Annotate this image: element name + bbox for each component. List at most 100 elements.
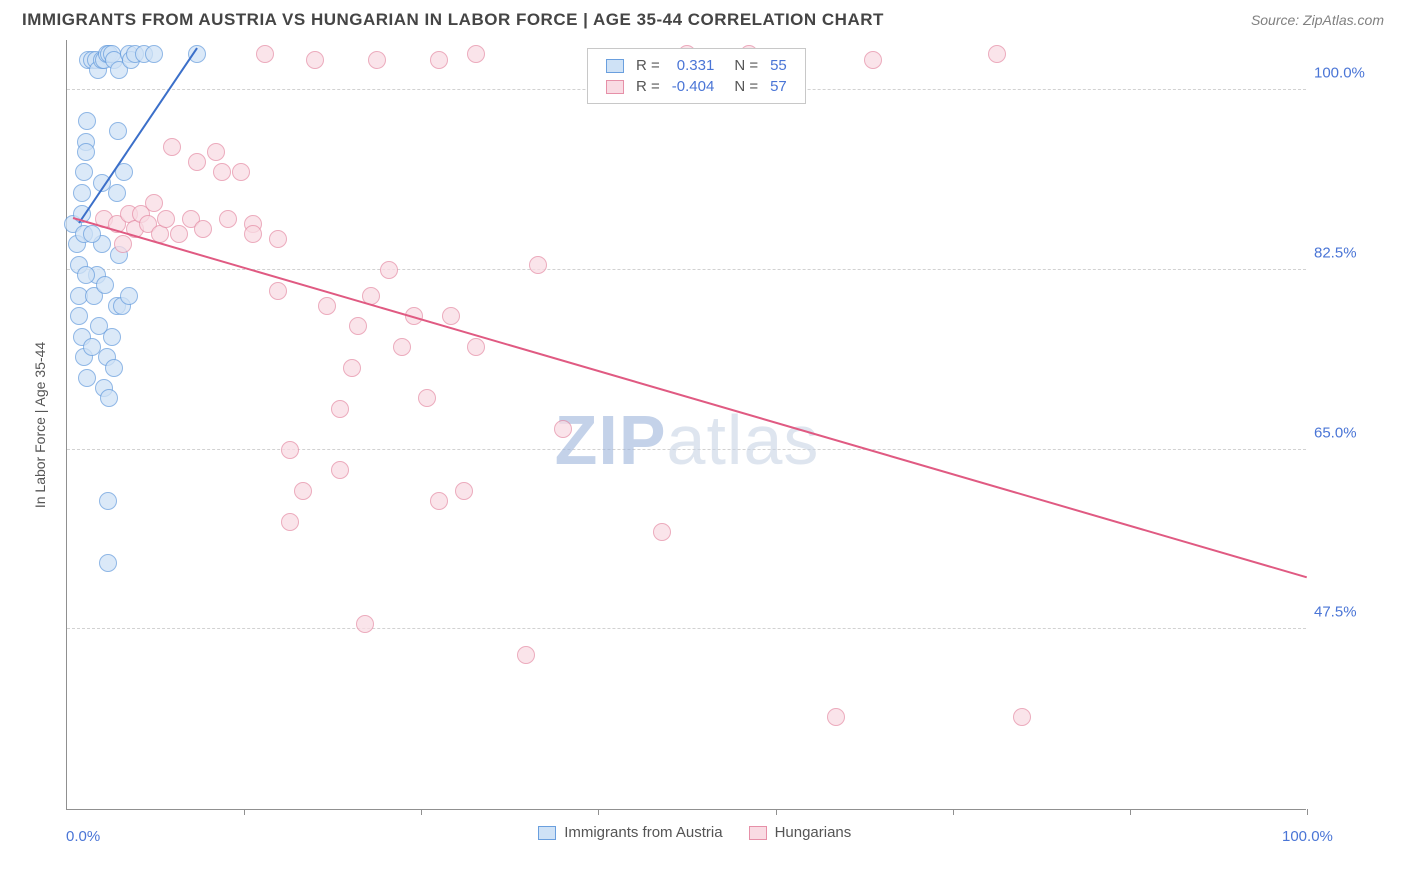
y-tick-label: 100.0% bbox=[1314, 65, 1376, 82]
scatter-point bbox=[368, 51, 386, 69]
x-tick bbox=[776, 809, 777, 815]
scatter-point bbox=[418, 389, 436, 407]
scatter-point bbox=[318, 297, 336, 315]
x-tick bbox=[598, 809, 599, 815]
scatter-point bbox=[75, 163, 93, 181]
scatter-point bbox=[188, 153, 206, 171]
legend-item: Hungarians bbox=[749, 824, 852, 841]
scatter-point bbox=[120, 287, 138, 305]
scatter-point bbox=[554, 420, 572, 438]
scatter-point bbox=[105, 359, 123, 377]
x-axis-max-label: 100.0% bbox=[1282, 828, 1333, 845]
scatter-plot: 47.5%65.0%82.5%100.0%ZIPatlasR =0.331N =… bbox=[66, 40, 1306, 810]
scatter-point bbox=[256, 45, 274, 63]
scatter-point bbox=[207, 143, 225, 161]
scatter-point bbox=[213, 163, 231, 181]
chart-title: IMMIGRANTS FROM AUSTRIA VS HUNGARIAN IN … bbox=[22, 10, 884, 30]
scatter-point bbox=[83, 225, 101, 243]
scatter-point bbox=[145, 45, 163, 63]
scatter-point bbox=[103, 328, 121, 346]
scatter-point bbox=[1013, 708, 1031, 726]
y-tick-label: 65.0% bbox=[1314, 424, 1376, 441]
scatter-point bbox=[380, 261, 398, 279]
scatter-point bbox=[281, 513, 299, 531]
legend-r-label: R = bbox=[630, 76, 666, 97]
legend-series-name: Hungarians bbox=[775, 824, 852, 841]
scatter-point bbox=[73, 184, 91, 202]
scatter-point bbox=[331, 400, 349, 418]
scatter-point bbox=[269, 230, 287, 248]
scatter-point bbox=[517, 646, 535, 664]
scatter-point bbox=[157, 210, 175, 228]
scatter-point bbox=[232, 163, 250, 181]
legend-swatch bbox=[606, 80, 624, 94]
scatter-point bbox=[163, 138, 181, 156]
y-axis-label: In Labor Force | Age 35-44 bbox=[32, 342, 48, 508]
series-legend: Immigrants from Austria Hungarians bbox=[538, 824, 851, 841]
legend-swatch bbox=[749, 826, 767, 840]
x-tick bbox=[1307, 809, 1308, 815]
scatter-point bbox=[78, 112, 96, 130]
legend-swatch bbox=[606, 59, 624, 73]
scatter-point bbox=[281, 441, 299, 459]
x-tick bbox=[1130, 809, 1131, 815]
scatter-point bbox=[100, 389, 118, 407]
legend-series-name: Immigrants from Austria bbox=[564, 824, 722, 841]
legend-n-label: N = bbox=[720, 76, 764, 97]
scatter-point bbox=[653, 523, 671, 541]
trend-line bbox=[73, 217, 1307, 578]
scatter-point bbox=[114, 235, 132, 253]
scatter-point bbox=[77, 143, 95, 161]
scatter-point bbox=[99, 492, 117, 510]
scatter-point bbox=[269, 282, 287, 300]
scatter-point bbox=[467, 338, 485, 356]
x-tick bbox=[421, 809, 422, 815]
y-tick-label: 47.5% bbox=[1314, 604, 1376, 621]
scatter-point bbox=[331, 461, 349, 479]
scatter-point bbox=[827, 708, 845, 726]
watermark: ZIPatlas bbox=[555, 400, 820, 480]
scatter-point bbox=[988, 45, 1006, 63]
chart-source: Source: ZipAtlas.com bbox=[1251, 12, 1384, 28]
legend-r-label: R = bbox=[630, 55, 666, 76]
scatter-point bbox=[430, 492, 448, 510]
x-tick bbox=[244, 809, 245, 815]
scatter-point bbox=[455, 482, 473, 500]
scatter-point bbox=[96, 276, 114, 294]
scatter-point bbox=[219, 210, 237, 228]
scatter-point bbox=[77, 266, 95, 284]
scatter-point bbox=[467, 45, 485, 63]
scatter-point bbox=[529, 256, 547, 274]
scatter-point bbox=[306, 51, 324, 69]
legend-n-value: 57 bbox=[764, 76, 793, 97]
scatter-point bbox=[244, 225, 262, 243]
scatter-point bbox=[109, 122, 127, 140]
x-axis-min-label: 0.0% bbox=[66, 828, 100, 845]
scatter-point bbox=[99, 554, 117, 572]
scatter-point bbox=[442, 307, 460, 325]
scatter-point bbox=[294, 482, 312, 500]
legend-r-value: 0.331 bbox=[666, 55, 721, 76]
scatter-point bbox=[393, 338, 411, 356]
legend-item: Immigrants from Austria bbox=[538, 824, 722, 841]
scatter-point bbox=[430, 51, 448, 69]
scatter-point bbox=[78, 369, 96, 387]
gridline bbox=[67, 628, 1306, 629]
legend-r-value: -0.404 bbox=[666, 76, 721, 97]
scatter-point bbox=[356, 615, 374, 633]
scatter-point bbox=[70, 307, 88, 325]
legend-n-value: 55 bbox=[764, 55, 793, 76]
legend-n-label: N = bbox=[720, 55, 764, 76]
y-tick-label: 82.5% bbox=[1314, 245, 1376, 262]
scatter-point bbox=[170, 225, 188, 243]
correlation-legend: R =0.331N =55 R =-0.404N =57 bbox=[587, 48, 806, 104]
scatter-point bbox=[145, 194, 163, 212]
scatter-point bbox=[194, 220, 212, 238]
scatter-point bbox=[349, 317, 367, 335]
x-tick bbox=[953, 809, 954, 815]
scatter-point bbox=[108, 184, 126, 202]
legend-swatch bbox=[538, 826, 556, 840]
scatter-point bbox=[343, 359, 361, 377]
scatter-point bbox=[864, 51, 882, 69]
gridline bbox=[67, 449, 1306, 450]
